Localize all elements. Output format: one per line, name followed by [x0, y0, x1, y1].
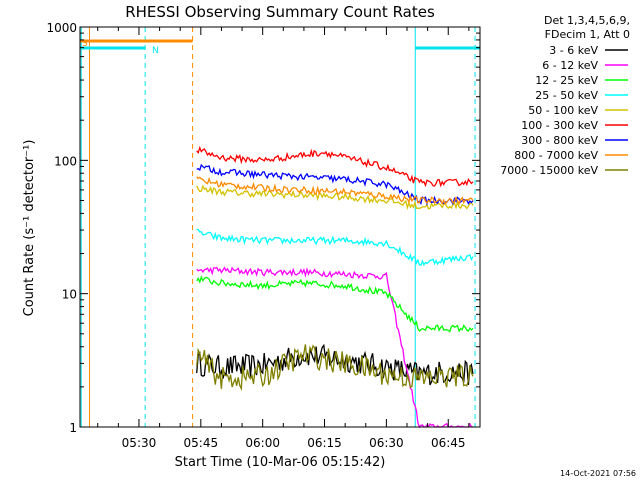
plot-frame [79, 26, 481, 428]
x-axis: 05:30 05:45 06:00 06:15 06:30 06:45 [97, 27, 470, 450]
y-tick-label-2: 100 [54, 154, 77, 168]
y-tick-label-1: 10 [62, 288, 77, 302]
x-tick-label-1: 05:45 [184, 436, 219, 450]
legend-label-5: 100 - 300 keV [521, 119, 598, 132]
legend-label-4: 50 - 100 keV [528, 104, 598, 117]
series-line-1 [196, 266, 474, 429]
x-tick-label-4: 06:30 [369, 436, 404, 450]
legend-label-7: 800 - 7000 keV [514, 149, 598, 162]
x-tick-label-0: 05:30 [122, 436, 157, 450]
flag-label-1: N [152, 46, 159, 56]
y-tick-label-3: 1000 [46, 21, 77, 35]
series-line-5 [196, 145, 474, 188]
flag-label-0: S [82, 39, 88, 49]
legend: Det 1,3,4,5,6,9,FDecim 1, Att 0 3 - 6 keV… [500, 14, 630, 177]
legend-label-3: 25 - 50 keV [535, 89, 598, 102]
y-axis-label: Count Rate (s⁻¹ detector⁻¹) [22, 140, 37, 317]
y-axis: 1 10 100 1000 [46, 21, 480, 435]
plot-area: SN [79, 26, 481, 429]
legend-header-0: Det 1,3,4,5,6,9, [544, 14, 630, 27]
timestamp-label: 14-Oct-2021 07:56 [560, 469, 636, 478]
legend-label-8: 7000 - 15000 keV [500, 164, 598, 177]
series-line-8 [196, 344, 474, 392]
legend-label-2: 12 - 25 keV [535, 74, 598, 87]
x-tick-label-3: 06:15 [307, 436, 342, 450]
series-line-3 [196, 228, 474, 267]
x-tick-label-5: 06:45 [431, 436, 466, 450]
legend-label-1: 6 - 12 keV [542, 59, 598, 72]
chart-title: RHESSI Observing Summary Count Rates [125, 3, 435, 21]
legend-label-6: 300 - 800 keV [521, 134, 598, 147]
legend-label-0: 3 - 6 keV [549, 44, 598, 57]
x-tick-label-2: 06:00 [245, 436, 280, 450]
legend-header-1: FDecim 1, Att 0 [545, 28, 630, 41]
series-line-7 [196, 176, 474, 206]
x-axis-label: Start Time (10-Mar-06 05:15:42) [175, 455, 386, 470]
y-tick-label-0: 1 [69, 421, 77, 435]
series-line-2 [196, 275, 474, 333]
